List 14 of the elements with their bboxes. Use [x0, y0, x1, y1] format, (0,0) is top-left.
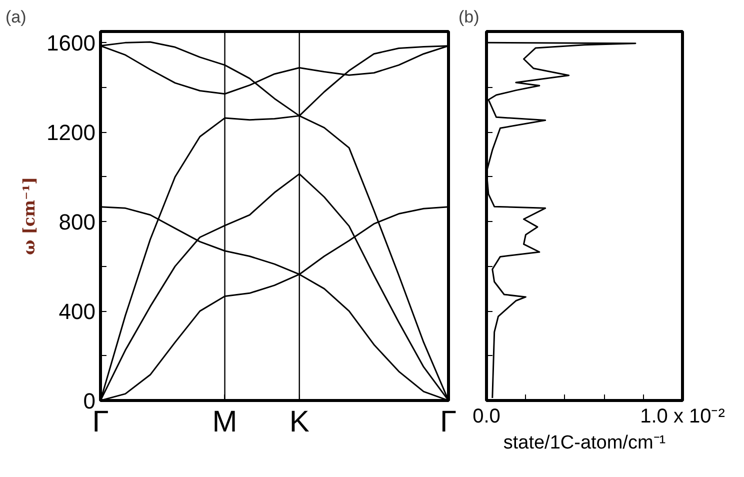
x-tick-label: Γ: [440, 406, 457, 438]
x-tick-label: M: [212, 406, 238, 438]
text: (a): [6, 8, 26, 26]
x-tick-label: 1.0 x 10⁻²: [640, 406, 726, 428]
y-tick-label: 1600: [46, 30, 96, 56]
text: (b): [458, 8, 480, 26]
y-axis-title: ω [cm⁻¹]: [20, 176, 39, 256]
y-tick-label: 800: [58, 210, 96, 235]
y-tick-label: 0: [83, 388, 96, 414]
y-tick-label: 400: [58, 299, 96, 324]
y-tick-label: 1200: [46, 120, 96, 146]
x-axis-title: state/1C-atom/cm⁻¹: [503, 432, 666, 454]
x-tick-label: 0.0: [472, 406, 500, 428]
x-tick-label: K: [289, 406, 310, 438]
